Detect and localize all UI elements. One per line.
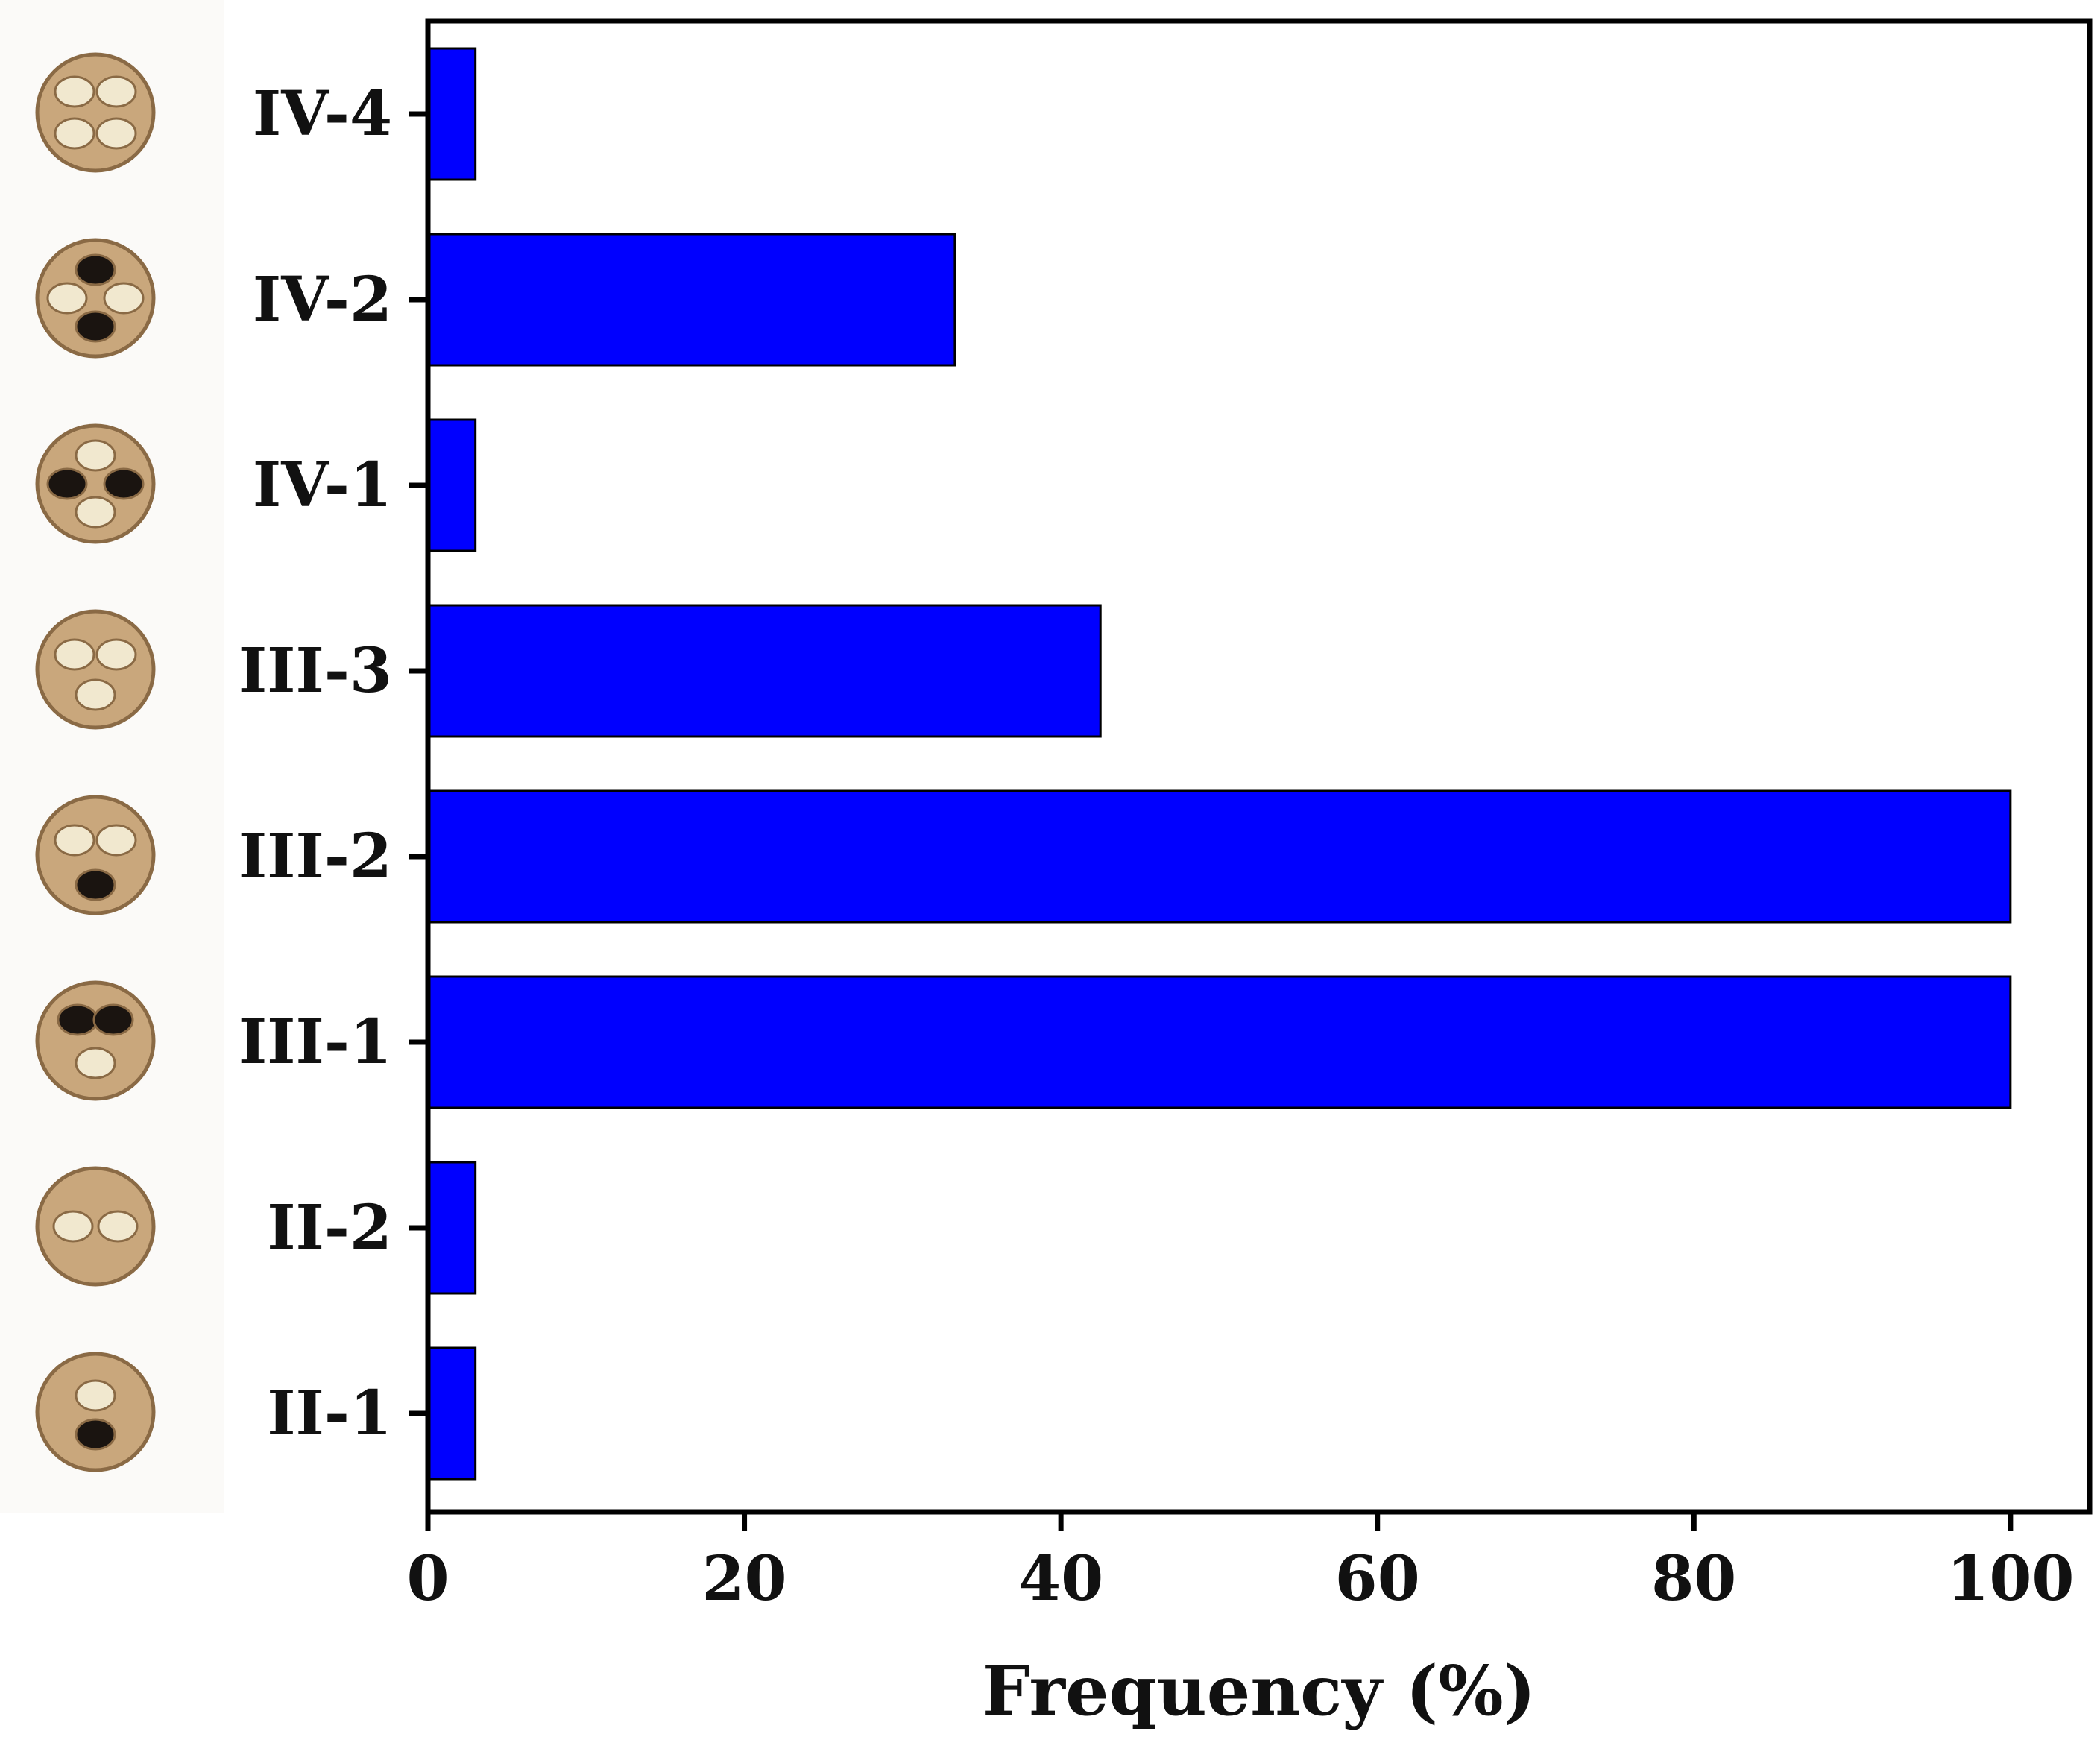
plot-area-frame [425,18,2093,1515]
y-axis-category-labels: IV-4 IV-2 IV-1 III-3 III-2 III-1 II-2 II-1 [239,78,392,1449]
bars [426,47,2012,1481]
x-tick-label: 40 [1018,1543,1103,1615]
x-tick-label: 80 [1651,1543,1736,1615]
category-label-IV-2: IV-2 [253,264,392,335]
bar-II-1 [426,1346,477,1481]
bar-II-2 [426,1161,477,1295]
category-label-III-1: III-1 [239,1006,392,1078]
seed-icons [35,52,156,1472]
x-axis-tick-labels: 0 20 40 60 80 100 [406,1543,2074,1615]
x-axis-ticks [425,1512,2014,1531]
icon-panel [0,0,224,1513]
bar-III-3 [426,604,1102,738]
bar-IV-4 [426,47,477,181]
seed-section-III-1-icon [35,980,156,1101]
category-label-II-2: II-2 [267,1192,392,1264]
category-label-IV-1: IV-1 [253,450,392,521]
seed-section-IV-4-icon [35,52,156,173]
seed-section-II-2-icon [35,1166,156,1287]
x-tick-label: 60 [1335,1543,1420,1615]
x-tick-label: 20 [702,1543,787,1615]
seed-section-IV-2-icon [35,238,156,359]
category-label-III-3: III-3 [239,635,392,707]
category-label-IV-4: IV-4 [253,78,392,150]
seed-section-III-2-icon [35,795,156,915]
bar-III-2 [426,789,2012,924]
x-tick-label: 0 [406,1543,449,1615]
bar-III-1 [426,975,2012,1109]
x-tick-label: 100 [1946,1543,2074,1615]
seed-section-IV-1-icon [35,423,156,544]
bar-IV-1 [426,418,477,552]
category-label-III-2: III-2 [239,821,392,892]
y-axis-ticks [409,111,428,1416]
bar-IV-2 [426,233,956,367]
seed-section-II-1-icon [35,1352,156,1472]
category-label-II-1: II-1 [267,1378,392,1449]
x-axis-title: Frequency (%) [982,1651,1536,1731]
seed-section-III-3-icon [35,609,156,730]
